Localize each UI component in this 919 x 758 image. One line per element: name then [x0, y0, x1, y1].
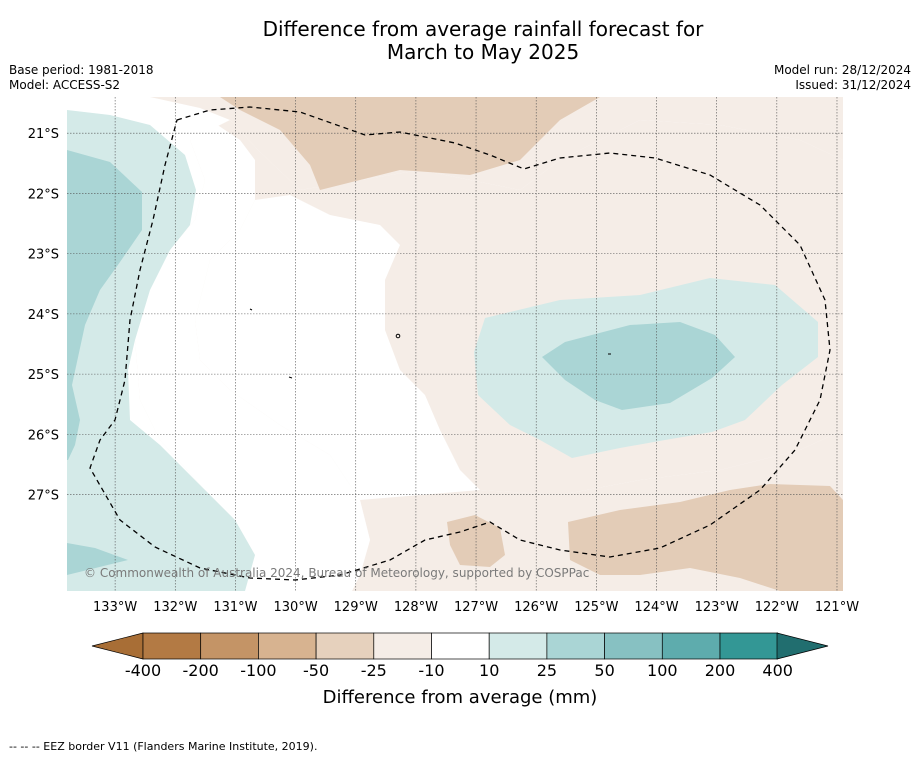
lon-label: 129°W	[334, 600, 378, 615]
colorbar-tick-label: 100	[647, 661, 678, 680]
colorbar-tick-label: 50	[594, 661, 614, 680]
lat-label: 24°S	[28, 308, 59, 323]
colorbar-tick-label: -50	[303, 661, 329, 680]
map-area: © Commonwealth of Australia 2024, Bureau…	[67, 97, 843, 591]
colorbar-bin	[258, 632, 317, 660]
lat-label: 26°S	[28, 428, 59, 443]
model-text: Model: ACCESS-S2	[9, 78, 121, 92]
lon-label: 133°W	[93, 600, 137, 615]
issued-text: Issued: 31/12/2024	[795, 78, 911, 92]
lon-label: 128°W	[394, 600, 438, 615]
colorbar-tick-label: -400	[125, 661, 161, 680]
meta-right: Model run: 28/12/2024 Issued: 31/12/2024	[774, 63, 911, 93]
title-line-2: March to May 2025	[386, 40, 580, 64]
colorbar-tick-label: 400	[762, 661, 793, 680]
colorbar-bin	[200, 632, 259, 660]
longitude-labels: 133°W 132°W 131°W 130°W 129°W 128°W 127°W 126°W…	[93, 600, 859, 615]
colorbar-tick-label: -25	[361, 661, 387, 680]
colorbar-extend-left	[91, 632, 144, 660]
base-period-text: Base period: 1981-2018	[9, 63, 154, 77]
lon-label: 126°W	[514, 600, 558, 615]
lat-label: 23°S	[28, 248, 59, 263]
dry-region-southeast	[568, 484, 843, 591]
dry-region-north	[220, 97, 600, 190]
colorbar-bins	[142, 632, 779, 660]
colorbar-extend-right	[776, 632, 829, 660]
map-title: Difference from average rainfall forecas…	[0, 18, 919, 64]
colorbar-tick-label: -10	[418, 661, 444, 680]
neutral-band	[135, 120, 370, 591]
colorbar-label: Difference from average (mm)	[323, 687, 598, 708]
colorbar-bin	[142, 632, 202, 660]
contour-mark	[288, 376, 293, 379]
model-run-text: Model run: 28/12/2024	[773, 63, 911, 77]
graticule	[67, 97, 843, 591]
lat-label: 22°S	[28, 187, 59, 202]
colorbar-bin	[546, 632, 605, 660]
latitude-labels: 21°S 22°S 23°S 24°S 25°S 26°S 27°S	[28, 127, 59, 503]
lat-label: 27°S	[28, 489, 59, 504]
eez-footnote: -- -- -- EEZ border V11 (Flanders Marine…	[9, 740, 318, 753]
lon-label: 123°W	[695, 600, 739, 615]
lat-label: 25°S	[28, 368, 59, 383]
colorbar-bin	[431, 632, 490, 660]
wet-region-southwest	[67, 543, 128, 575]
wet-region-east	[542, 322, 735, 410]
lon-label: 131°W	[213, 600, 257, 615]
colorbar-bin	[315, 632, 375, 660]
copyright-text: © Commonwealth of Australia 2024, Bureau…	[84, 566, 589, 580]
colorbar-tick-label: -100	[240, 661, 276, 680]
lon-label: 127°W	[454, 600, 498, 615]
eez-border	[89, 106, 831, 581]
colorbar-bin	[604, 632, 663, 660]
wet-region-west	[67, 150, 142, 460]
colorbar-bin	[719, 632, 779, 660]
colorbar-bin	[661, 632, 721, 660]
colorbar-ticks: -400 -200 -100 -50 -25 -10 10 25 50 100 200 400	[125, 661, 793, 680]
lon-label: 125°W	[574, 600, 618, 615]
lon-label: 122°W	[755, 600, 799, 615]
contour-mark	[395, 333, 401, 339]
colorbar-tick-label: 200	[705, 661, 736, 680]
lon-label: 132°W	[153, 600, 197, 615]
colorbar-tick-label: 25	[537, 661, 557, 680]
lon-label: 121°W	[815, 600, 859, 615]
lon-label: 124°W	[634, 600, 678, 615]
lat-label: 21°S	[28, 127, 59, 142]
lon-label: 130°W	[274, 600, 318, 615]
colorbar-tick-label: -200	[183, 661, 219, 680]
colorbar-bin	[488, 632, 548, 660]
meta-left: Base period: 1981-2018 Model: ACCESS-S2	[9, 63, 154, 93]
contour-mark	[249, 308, 253, 311]
title-line-1: Difference from average rainfall forecas…	[262, 17, 704, 41]
colorbar-tick-label: 10	[479, 661, 499, 680]
colorbar-bin	[373, 632, 432, 660]
colorbar: -400 -200 -100 -50 -25 -10 10 25 50 100 200 400 Dif…	[91, 632, 829, 708]
